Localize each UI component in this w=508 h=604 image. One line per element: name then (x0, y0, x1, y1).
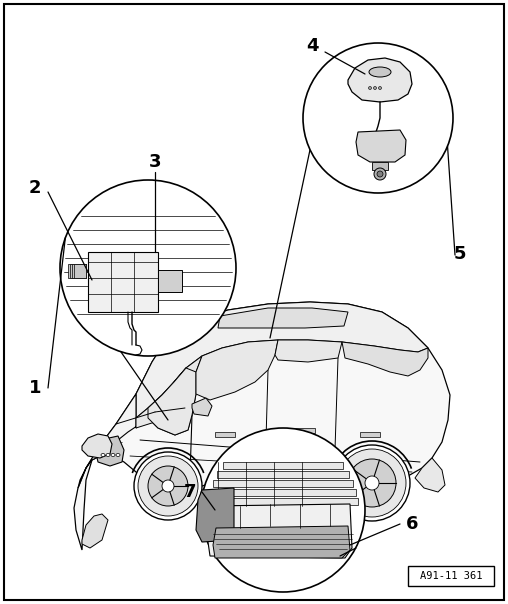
Polygon shape (415, 458, 445, 492)
Circle shape (134, 452, 202, 520)
Polygon shape (196, 340, 278, 400)
Circle shape (365, 476, 379, 490)
Polygon shape (213, 480, 354, 487)
Text: A91-11 361: A91-11 361 (420, 571, 482, 581)
Ellipse shape (116, 454, 120, 457)
Polygon shape (78, 368, 196, 488)
Polygon shape (88, 252, 158, 312)
Polygon shape (356, 130, 406, 162)
Circle shape (162, 480, 174, 492)
Circle shape (378, 86, 382, 89)
Polygon shape (74, 302, 450, 550)
Circle shape (334, 445, 410, 521)
Text: 6: 6 (406, 515, 418, 533)
Polygon shape (192, 398, 212, 416)
Circle shape (138, 456, 198, 516)
Circle shape (368, 86, 371, 89)
Circle shape (60, 180, 236, 356)
Text: 7: 7 (184, 483, 196, 501)
Polygon shape (158, 270, 182, 292)
Polygon shape (217, 471, 349, 478)
Polygon shape (210, 489, 356, 496)
Polygon shape (208, 498, 358, 505)
Circle shape (373, 86, 376, 89)
Polygon shape (275, 340, 342, 362)
Ellipse shape (101, 454, 105, 457)
Text: 4: 4 (306, 37, 318, 55)
Text: 2: 2 (29, 179, 41, 197)
Circle shape (348, 459, 396, 507)
Bar (372, 162, 388, 170)
Circle shape (338, 449, 406, 517)
Ellipse shape (106, 454, 110, 457)
Bar (408, 566, 494, 586)
Circle shape (374, 168, 386, 180)
Circle shape (303, 43, 453, 193)
Circle shape (148, 466, 188, 506)
Text: 3: 3 (149, 153, 161, 171)
Polygon shape (82, 514, 108, 548)
Text: 1: 1 (29, 379, 41, 397)
Bar (295, 428, 315, 433)
Polygon shape (148, 368, 196, 435)
Polygon shape (82, 434, 112, 458)
Polygon shape (196, 488, 234, 542)
Polygon shape (223, 462, 343, 469)
Circle shape (201, 428, 365, 592)
Polygon shape (136, 302, 428, 418)
Circle shape (377, 171, 383, 177)
Polygon shape (70, 264, 86, 278)
Ellipse shape (369, 67, 391, 77)
Polygon shape (213, 526, 350, 558)
Polygon shape (136, 356, 202, 428)
Polygon shape (218, 308, 348, 328)
Polygon shape (72, 264, 86, 278)
Text: 5: 5 (454, 245, 466, 263)
Polygon shape (208, 504, 352, 558)
Bar (360, 432, 380, 437)
Polygon shape (68, 264, 86, 278)
Bar (215, 432, 235, 437)
Polygon shape (348, 58, 412, 102)
Polygon shape (342, 342, 428, 376)
Polygon shape (96, 436, 124, 466)
Ellipse shape (111, 454, 115, 457)
Polygon shape (74, 264, 86, 278)
